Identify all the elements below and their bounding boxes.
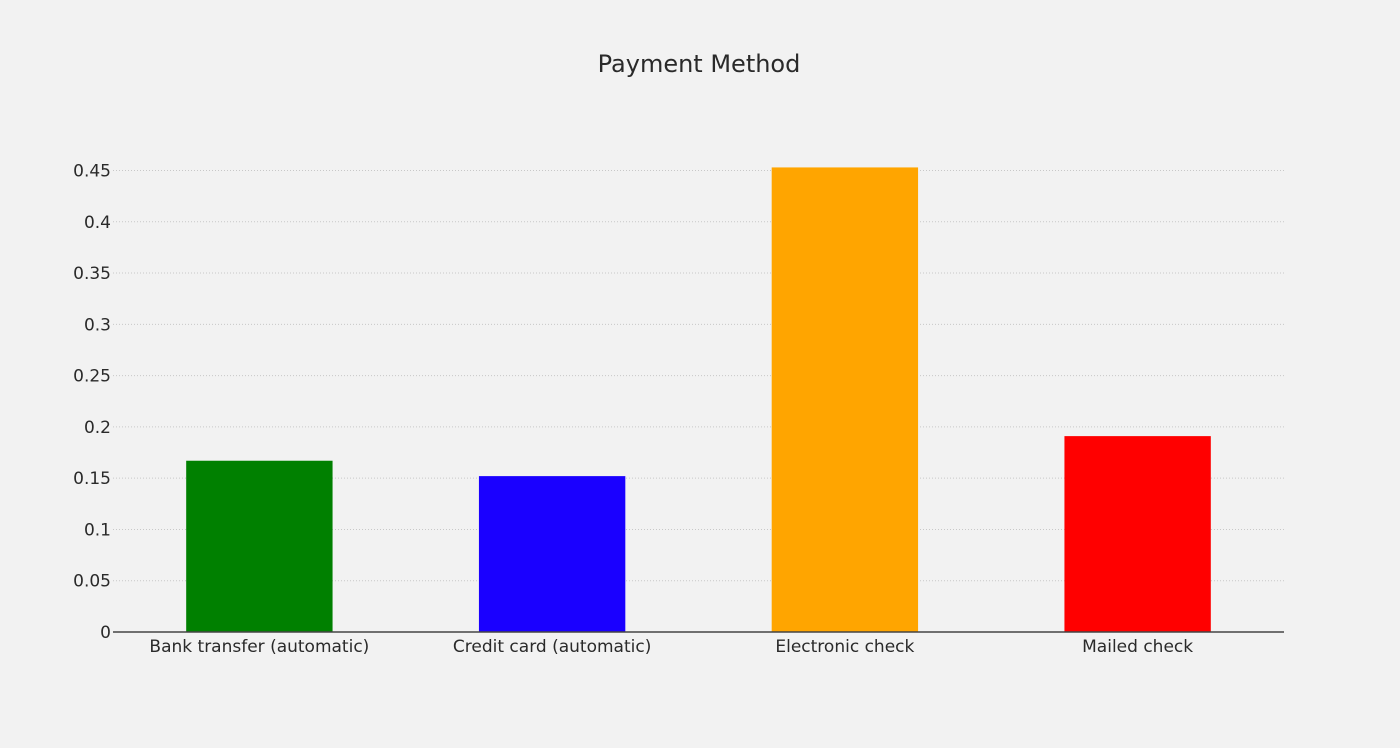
chart-title: Payment Method — [598, 50, 801, 78]
y-axis-ticks: 0 0.05 0.1 0.15 0.2 0.25 0.3 0.35 0.4 0.45 — [73, 162, 111, 644]
x-tick-label: Credit card (automatic) — [453, 637, 651, 657]
x-tick-label: Mailed check — [1082, 637, 1193, 657]
y-tick-label: 0.45 — [73, 162, 111, 182]
y-tick-label: 0.3 — [84, 315, 111, 335]
y-tick-label: 0 — [100, 623, 111, 643]
bar — [478, 476, 626, 632]
x-axis-ticks: Bank transfer (automatic) Credit card (au… — [149, 637, 1193, 657]
x-tick-label: Bank transfer (automatic) — [149, 637, 369, 657]
y-tick-label: 0.35 — [73, 264, 111, 284]
y-tick-label: 0.15 — [73, 469, 111, 489]
bars — [186, 167, 1211, 632]
y-tick-label: 0.25 — [73, 367, 111, 387]
y-tick-label: 0.1 — [84, 520, 111, 540]
bar — [1064, 436, 1211, 632]
y-tick-label: 0.4 — [84, 213, 111, 233]
bar — [186, 460, 333, 632]
y-tick-label: 0.2 — [84, 418, 111, 438]
y-tick-label: 0.05 — [73, 572, 111, 592]
bar — [771, 167, 919, 632]
x-tick-label: Electronic check — [775, 637, 914, 657]
